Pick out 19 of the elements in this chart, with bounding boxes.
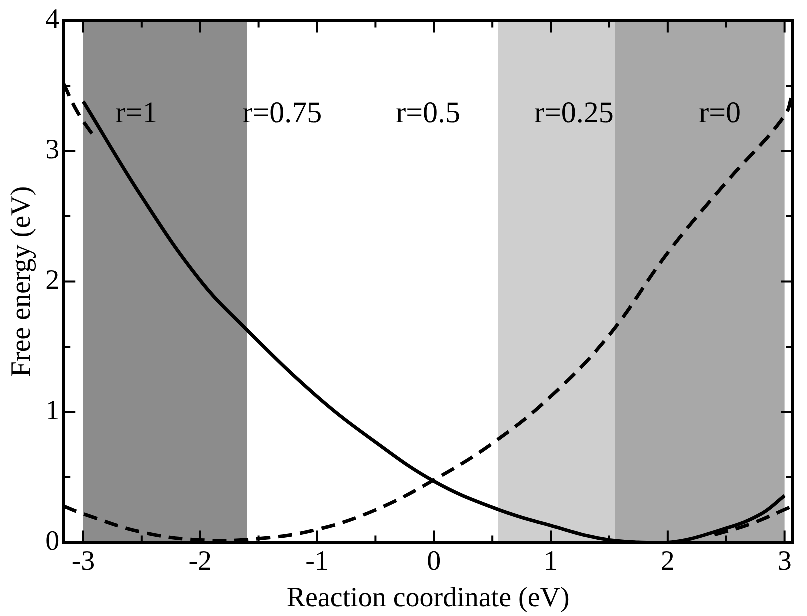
x-tick-label: 1 <box>544 546 558 577</box>
annotation: r=0.25 <box>534 96 614 130</box>
y-tick-label: 3 <box>46 134 60 166</box>
x-tick-label: -3 <box>72 546 96 577</box>
y-tick-label: 1 <box>46 396 60 427</box>
x-tick-label: -2 <box>188 546 212 577</box>
x-tick-label: 0 <box>427 546 442 577</box>
y-tick-label: 2 <box>46 265 60 296</box>
annotation: r=0.75 <box>242 96 322 130</box>
annotation: r=1 <box>116 96 158 130</box>
y-axis-title: Free energy (eV) <box>6 186 38 378</box>
annotation: r=0.5 <box>396 96 461 130</box>
annotation: r=0 <box>699 96 742 130</box>
x-tick-label: 2 <box>660 546 675 577</box>
x-axis-title: Reaction coordinate (eV) <box>286 582 570 614</box>
y-tick-label: 0 <box>46 526 60 558</box>
y-tick-label: 4 <box>46 4 60 36</box>
x-tick-label: 3 <box>778 546 792 577</box>
x-tick-label: -1 <box>306 546 329 577</box>
